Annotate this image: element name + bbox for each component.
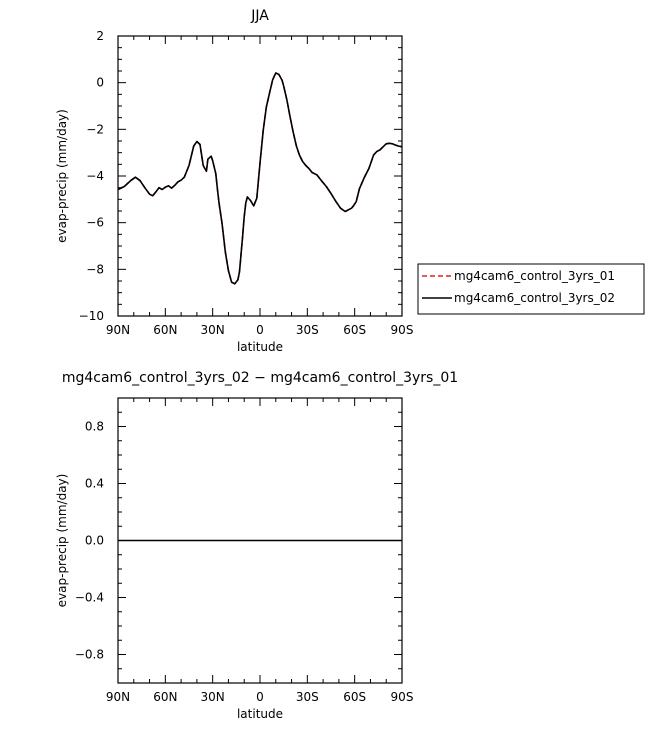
chart-panel-2: mg4cam6_control_3yrs_02 − mg4cam6_contro… bbox=[55, 370, 458, 721]
x-tick-label: 90S bbox=[391, 690, 414, 704]
y-tick-label: −4 bbox=[86, 169, 104, 183]
x-tick-label: 0 bbox=[256, 690, 264, 704]
y-tick-label: 0.4 bbox=[85, 477, 104, 491]
y-axis-label: evap-precip (mm/day) bbox=[55, 109, 69, 243]
legend-label-2: mg4cam6_control_3yrs_02 bbox=[454, 291, 615, 305]
y-tick-label: −0.4 bbox=[75, 591, 104, 605]
y-tick-label: −0.8 bbox=[75, 648, 104, 662]
x-tick-label: 30N bbox=[201, 690, 225, 704]
y-tick-label: −6 bbox=[86, 216, 104, 230]
plot-frame bbox=[117, 35, 403, 317]
x-tick-label: 60N bbox=[153, 323, 177, 337]
y-tick-label: −10 bbox=[79, 309, 104, 323]
y-tick-label: 0.0 bbox=[85, 534, 104, 548]
series-line-1 bbox=[117, 72, 403, 285]
chart-title: JJA bbox=[250, 8, 269, 24]
x-tick-label: 30S bbox=[296, 323, 319, 337]
legend-label-1: mg4cam6_control_3yrs_01 bbox=[454, 269, 615, 283]
x-tick-label: 90N bbox=[106, 323, 130, 337]
x-tick-label: 90N bbox=[106, 690, 130, 704]
x-axis-label: latitude bbox=[237, 340, 283, 354]
x-tick-label: 60N bbox=[153, 690, 177, 704]
y-tick-label: −2 bbox=[86, 122, 104, 136]
x-tick-label: 60S bbox=[343, 323, 366, 337]
y-tick-label: 0.8 bbox=[85, 420, 104, 434]
x-tick-label: 0 bbox=[256, 323, 264, 337]
y-tick-label: 2 bbox=[96, 29, 104, 43]
chart-title: mg4cam6_control_3yrs_02 − mg4cam6_contro… bbox=[62, 370, 458, 386]
legend-box bbox=[417, 263, 645, 315]
chart-panel-1: JJA 90N 60N 30N 0 30S 60S 90S −10 −8 −6 −4 −2 0 2 latit… bbox=[55, 8, 413, 354]
series-line-2 bbox=[117, 72, 403, 285]
x-tick-label: 30S bbox=[296, 690, 319, 704]
y-axis-label: evap-precip (mm/day) bbox=[55, 474, 69, 608]
y-tick-label: −8 bbox=[86, 262, 104, 276]
x-tick-label: 30N bbox=[201, 323, 225, 337]
x-axis-label: latitude bbox=[237, 707, 283, 721]
legend: mg4cam6_control_3yrs_01 mg4cam6_control_3… bbox=[417, 263, 645, 315]
y-tick-label: 0 bbox=[96, 76, 104, 90]
x-tick-label: 90S bbox=[391, 323, 414, 337]
x-tick-label: 60S bbox=[343, 690, 366, 704]
